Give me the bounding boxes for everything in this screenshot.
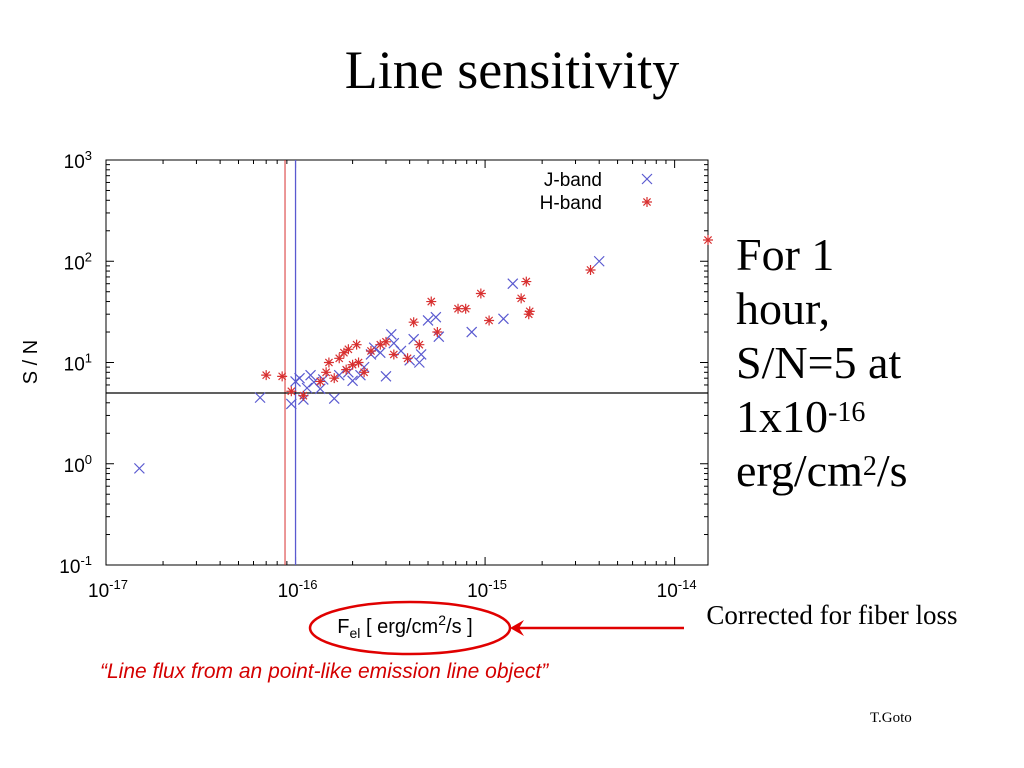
j-band-point (285, 398, 297, 410)
j-band-point (374, 347, 386, 359)
caption: “Line flux from an point-like emission l… (100, 660, 549, 683)
h-band-point (408, 317, 419, 328)
h-band-point (521, 276, 532, 287)
h-band-point (343, 344, 354, 355)
j-band-point (507, 278, 519, 290)
h-band-point (277, 371, 288, 382)
y-tick-label: 102 (64, 249, 92, 274)
j-band-point (133, 462, 145, 474)
x-tick-label: 10-15 (467, 577, 507, 602)
h-band-point (329, 373, 340, 384)
h-band-point (524, 306, 535, 317)
h-band-point (388, 349, 399, 360)
x-tick-label: 10-17 (88, 577, 128, 602)
h-band-point (432, 327, 443, 338)
j-band-point (254, 392, 266, 404)
y-tick-label: 100 (64, 452, 92, 477)
j-band-point (415, 349, 427, 360)
j-band-point (358, 361, 370, 373)
note-line: S/N=5 at (736, 337, 902, 388)
h-band-point (703, 235, 713, 246)
y-tick-label: 10-1 (59, 553, 92, 578)
h-band-point (334, 353, 345, 364)
data-points (133, 235, 713, 474)
x-axis-label: Fel [ erg/cm2/s ] (337, 612, 472, 641)
h-band-point (321, 367, 332, 378)
credit: T.Goto (870, 710, 912, 726)
j-band-point (328, 393, 340, 405)
j-band-point (422, 315, 434, 326)
h-band-point (323, 357, 334, 368)
slide-title: Line sensitivity (344, 40, 680, 100)
h-band-point (516, 293, 527, 304)
j-band-point (294, 372, 305, 384)
h-band-point (315, 376, 326, 387)
h-band-point (286, 386, 297, 397)
j-band-point (466, 326, 478, 338)
h-band-point (426, 296, 437, 307)
h-band-point (380, 336, 391, 347)
j-band-point (498, 313, 509, 325)
legend-marker-h-band-icon (642, 197, 652, 207)
x-tick-label: 10-14 (657, 577, 697, 602)
h-band-point (402, 353, 413, 364)
legend: J-band H-band (540, 170, 653, 214)
h-band-point (523, 309, 534, 320)
h-band-point (341, 364, 352, 375)
axis-ticks: 10-17 10-16 10-15 10-14 10-1 100 101 102 103 (59, 148, 708, 602)
h-band-point (453, 303, 464, 314)
h-band-point (484, 315, 495, 326)
h-band-point (365, 345, 376, 356)
note-flux: 1x10-16 (736, 391, 866, 442)
h-band-point (460, 303, 471, 314)
note-line: For 1 (736, 229, 835, 280)
h-band-point (338, 347, 349, 358)
h-band-point (359, 367, 370, 378)
j-band-point (314, 383, 326, 395)
h-band-point (261, 370, 272, 381)
j-band-point (347, 375, 359, 387)
j-band-point (385, 328, 397, 340)
h-band-point (351, 339, 362, 350)
legend-label-j-band: J-band (544, 170, 602, 191)
j-band-point (380, 370, 392, 382)
correction-note: Corrected for fiber loss (706, 600, 958, 630)
note-unit: erg/cm2/s (736, 445, 908, 496)
legend-marker-j-band-icon (641, 173, 653, 185)
h-band-point (585, 264, 596, 275)
j-band-point (593, 255, 605, 267)
legend-label-h-band: H-band (540, 193, 602, 214)
y-tick-label: 103 (64, 148, 92, 173)
sensitivity-note: For 1 hour, S/N=5 at 1x10-16 erg/cm2/s (736, 228, 908, 498)
h-band-point (414, 339, 425, 350)
y-tick-label: 101 (64, 351, 92, 376)
y-axis-label: S / N (20, 340, 42, 384)
h-band-point (347, 359, 358, 370)
j-band-point (430, 311, 442, 323)
h-band-point (298, 390, 309, 401)
x-tick-label: 10-16 (278, 577, 318, 602)
arrow-head-icon (510, 620, 524, 636)
h-band-point (375, 339, 386, 350)
h-band-point (475, 288, 486, 299)
note-line: hour, (736, 283, 830, 334)
h-band-point (353, 357, 364, 368)
j-band-point (305, 369, 316, 381)
reference-lines (106, 160, 708, 565)
